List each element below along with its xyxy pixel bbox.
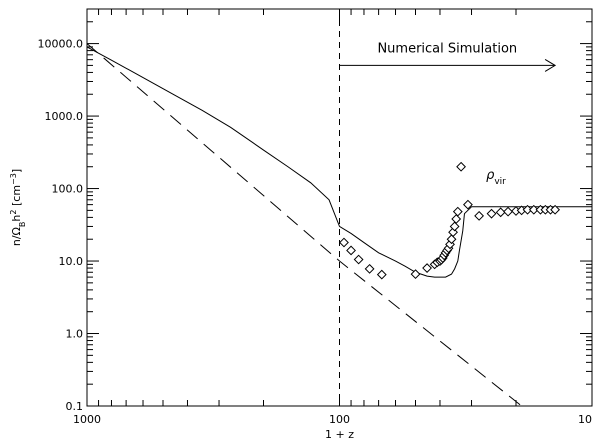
y-axis-label-sub: B [18,222,27,228]
data-point-diamond [446,234,457,245]
y-axis-label: n/ΩBh2 [cm−3] [9,169,27,246]
x-axis-label: 1 + z [325,428,354,441]
y-tick-label: 1.0 [66,328,84,341]
series-group [87,43,592,406]
x-tick-label: 10 [578,413,592,426]
x-tick-label: 100 [329,413,350,426]
y-axis-label-main: n/Ω [10,227,23,246]
x-tick-label: 1000 [73,413,101,426]
data-point-diamond [452,206,463,217]
data-point-diamond [474,210,485,221]
data-point-diamond [451,214,462,224]
y-tick-label: 10.0 [59,255,84,268]
data-point-diamond [346,245,356,256]
data-point-diamond [353,254,364,265]
ticks-group: 1000 100 10 0.1 1.0 10.0 100.0 1000.0 10000.0 [38,9,593,426]
data-point-diamond [410,269,421,280]
y-axis-label-sup: 2 [9,209,18,214]
rho-subscript: vir [494,177,506,187]
model-curve-line [87,46,592,278]
data-point-diamond [422,263,432,273]
data-point-diamond [449,221,460,232]
y-tick-label: 10000.0 [38,38,84,51]
y-axis-label-tail: [cm [10,185,23,210]
simulation-arrow-head [544,58,557,72]
data-point-diamond [486,208,497,219]
data-point-diamond [339,237,349,248]
annotations-group: Numerical Simulation ρvir [339,9,557,406]
data-point-diamond [550,204,561,215]
data-point-diamond [376,269,387,280]
y-tick-label: 100.0 [52,183,84,196]
y-axis-label-end: ] [10,169,23,173]
data-point-diamond [528,204,539,215]
data-point-diamond [364,263,375,274]
simulation-label: Numerical Simulation [377,41,517,56]
data-point-diamond [495,207,506,218]
y-axis-label-sup2: −3 [9,173,18,185]
y-tick-label: 1000.0 [45,110,84,123]
y-tick-label: 0.1 [66,400,84,413]
y-axis-label-mid: h [10,215,23,222]
rho-vir-label: ρvir [486,168,506,187]
data-point-diamond [463,199,473,210]
rho-symbol: ρ [486,168,495,183]
data-point-diamond [456,161,466,172]
dashed-reference-line [87,43,522,406]
data-point-diamond [503,206,513,217]
